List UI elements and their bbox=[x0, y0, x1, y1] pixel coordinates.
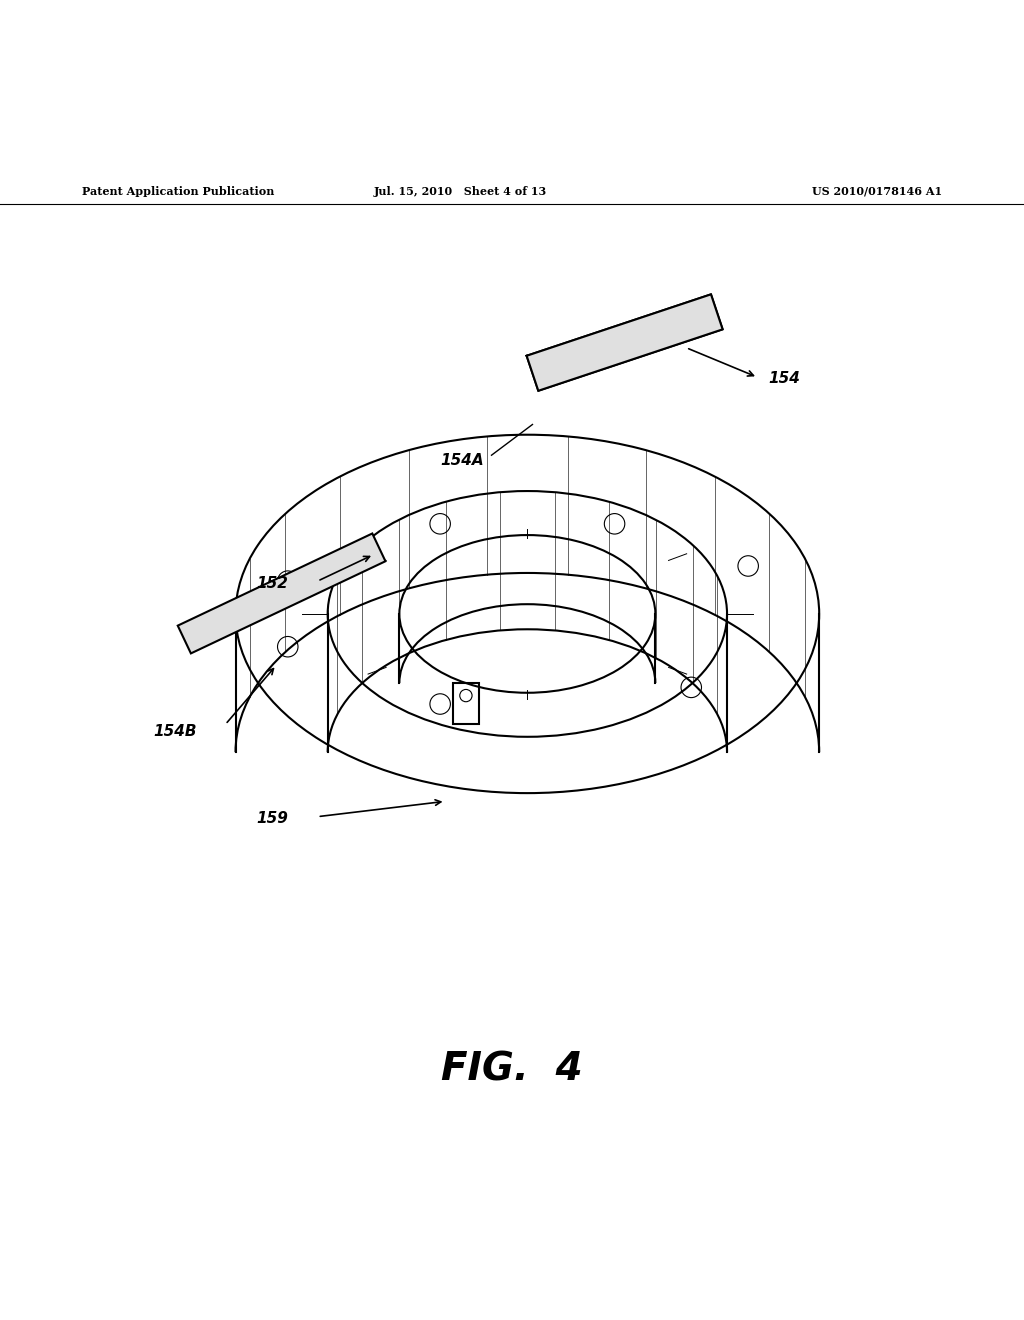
Text: FIG.  4: FIG. 4 bbox=[441, 1051, 583, 1089]
Text: 159: 159 bbox=[256, 812, 288, 826]
Text: 154: 154 bbox=[768, 371, 800, 385]
Text: US 2010/0178146 A1: US 2010/0178146 A1 bbox=[812, 186, 942, 197]
Text: 154B: 154B bbox=[154, 725, 197, 739]
Bar bbox=[453, 684, 479, 725]
Polygon shape bbox=[178, 533, 385, 653]
Polygon shape bbox=[526, 294, 723, 391]
Text: 154A: 154A bbox=[440, 453, 484, 467]
Text: Jul. 15, 2010   Sheet 4 of 13: Jul. 15, 2010 Sheet 4 of 13 bbox=[374, 186, 548, 197]
Text: Patent Application Publication: Patent Application Publication bbox=[82, 186, 274, 197]
Text: 152: 152 bbox=[256, 576, 288, 591]
